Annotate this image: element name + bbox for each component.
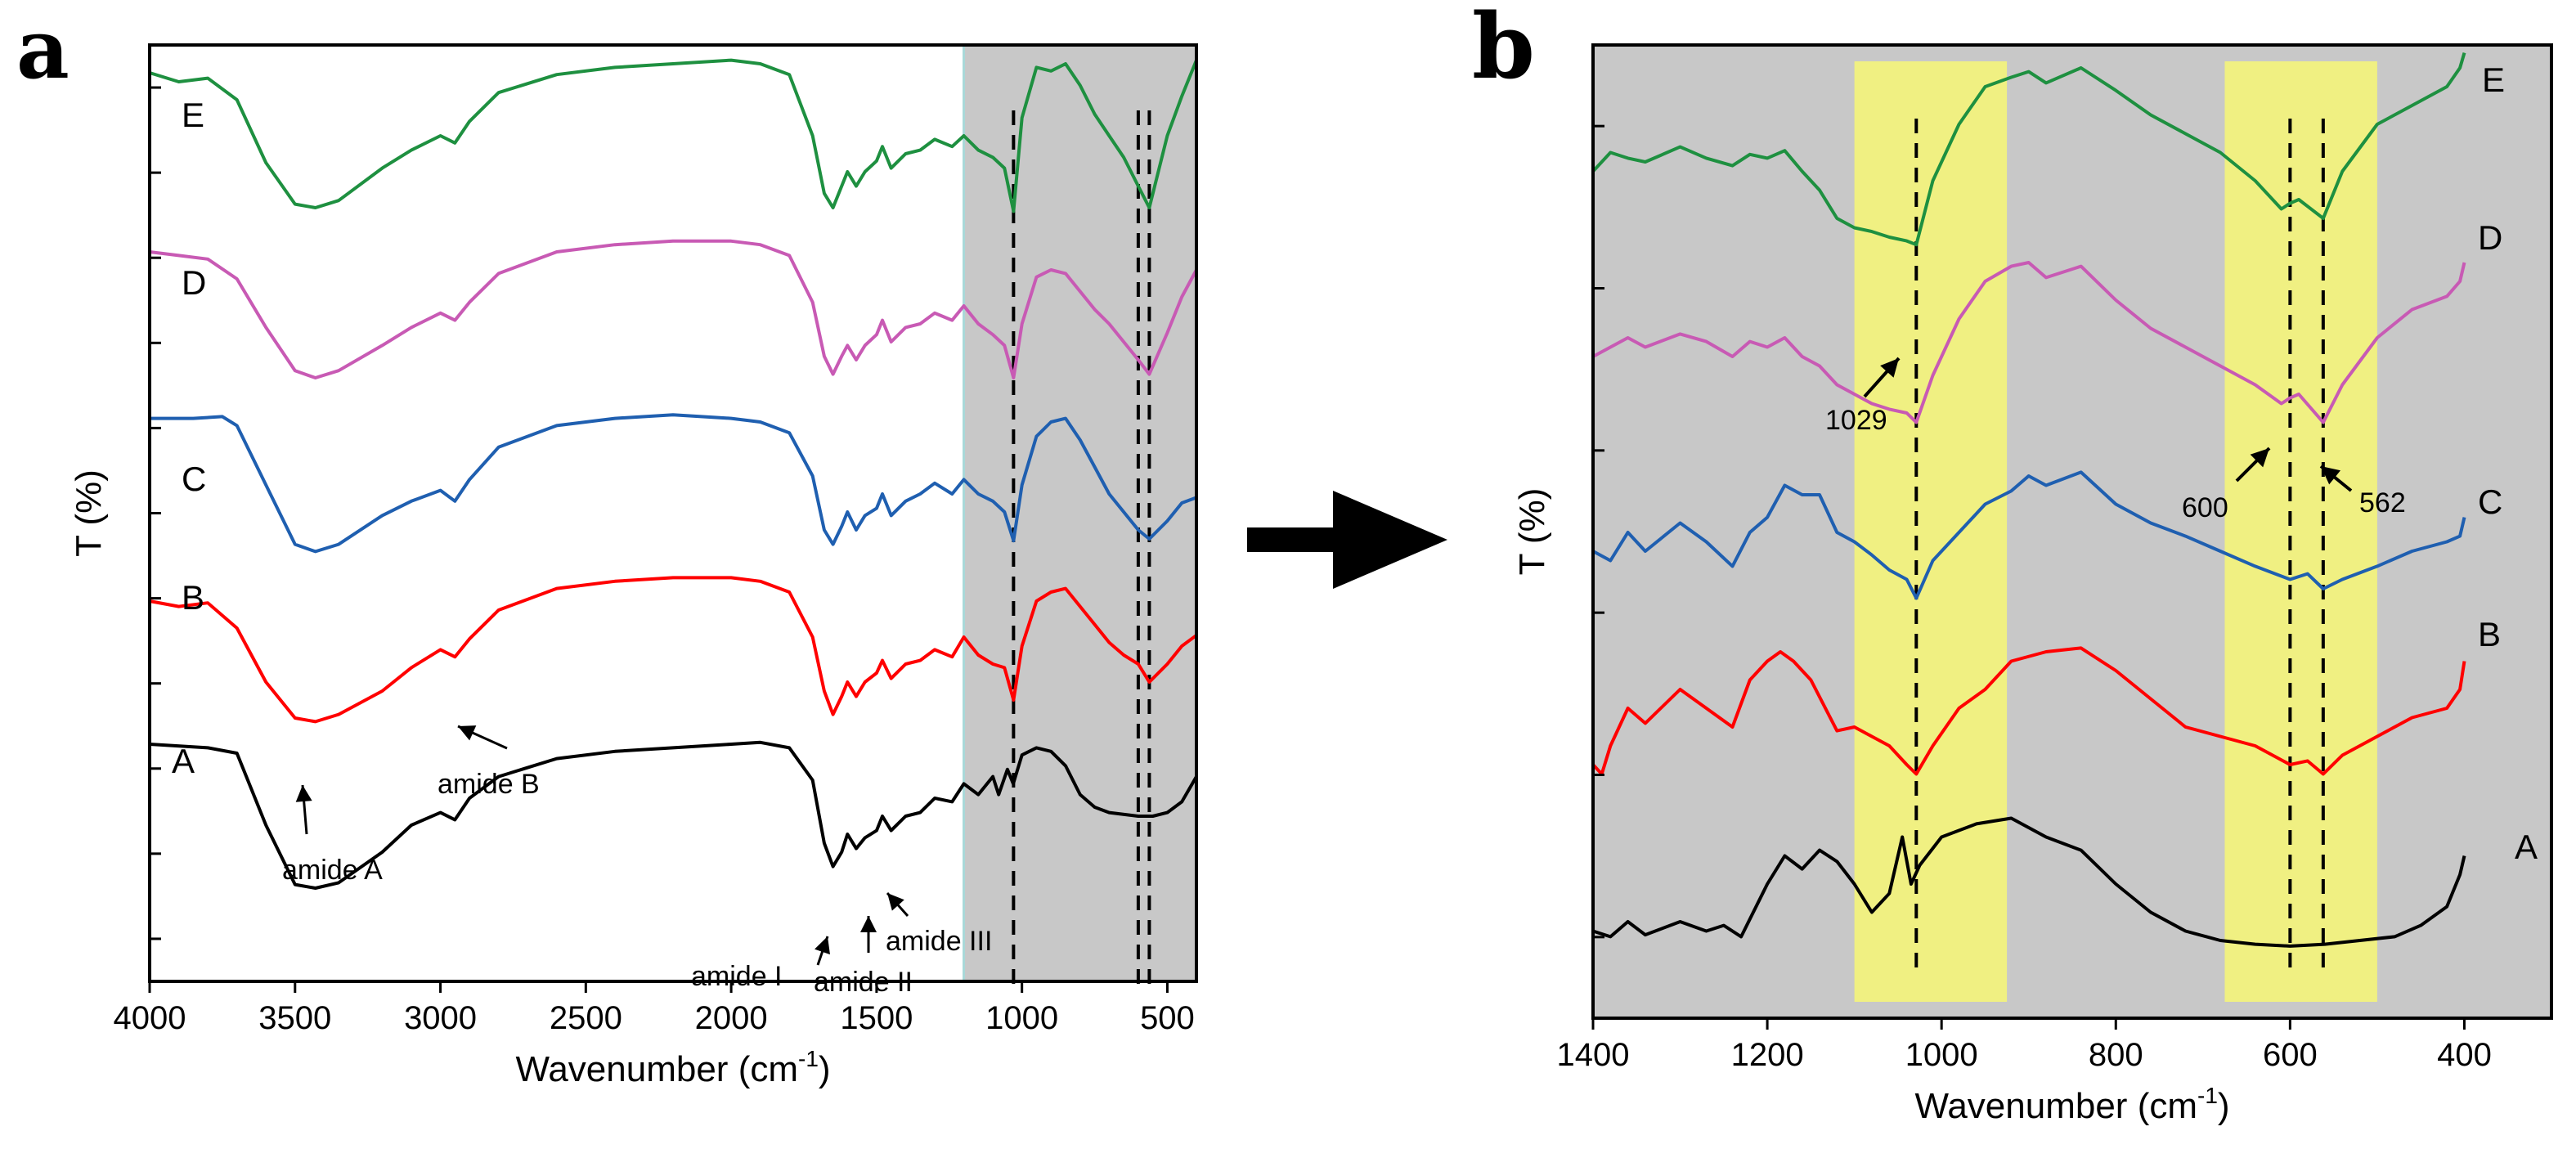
series-line-b — [149, 576, 1198, 724]
annotation-arrowhead — [887, 893, 904, 911]
series-label-e: E — [182, 96, 204, 134]
x-axis-title: Wavenumber (cm-1) — [1914, 1083, 2229, 1126]
annotation-arrowhead — [860, 916, 877, 932]
panel-a: A B C D E 4000 3500 3000 2500 2000 1500 1000 500 Wave… — [16, 1, 1198, 1089]
x-tick-label: 600 — [2263, 1037, 2318, 1073]
x-axis-title-close: ) — [2218, 1086, 2230, 1126]
series-label-c: C — [182, 460, 206, 498]
series-line-c — [1592, 470, 2466, 600]
plot-frame — [1591, 43, 2553, 1020]
x-tick-label: 3000 — [404, 1000, 477, 1036]
series-line-a — [149, 740, 1198, 890]
series-label-b: B — [2478, 615, 2501, 653]
panel-letter: a — [16, 1, 70, 97]
peak-label: 600 — [2182, 492, 2228, 523]
series-label-c: C — [2478, 483, 2502, 521]
y-axis-title: T (%) — [69, 469, 109, 557]
series-line-e — [149, 58, 1198, 213]
plot-background — [1593, 45, 2551, 1018]
series-line-a — [1592, 816, 2466, 948]
highlight-band — [2224, 61, 2377, 1002]
series-label-a: A — [172, 742, 195, 780]
series-label-d: D — [182, 263, 206, 302]
annotation-label: amide I — [691, 961, 783, 992]
panel-b: A B C D E 1400 1200 1000 800 600 400 Wavenumber (cm… — [1472, 0, 2553, 1126]
x-tick-label: 800 — [2089, 1037, 2143, 1073]
x-tick-label: 4000 — [114, 1000, 186, 1036]
x-tick-label: 3500 — [258, 1000, 331, 1036]
x-axis-title: Wavenumber (cm-1) — [515, 1046, 830, 1089]
series-label-a: A — [2515, 828, 2538, 866]
x-tick-label: 500 — [1140, 1000, 1195, 1036]
annotation-label: amide A — [282, 855, 383, 886]
x-axis-title-sup: -1 — [2197, 1083, 2218, 1108]
peak-label: 1029 — [1825, 405, 1887, 436]
y-axis-title: T (%) — [1512, 488, 1552, 576]
x-tick-label: 1000 — [1905, 1037, 1978, 1073]
series-label-e: E — [2482, 61, 2505, 99]
x-tick-label: 1500 — [840, 1000, 913, 1036]
right-arrow-icon — [1247, 491, 1447, 589]
series-line-c — [150, 413, 1197, 554]
series-label-b: B — [182, 578, 204, 617]
x-axis-title-close: ) — [819, 1049, 831, 1089]
annotation-label: amide III — [886, 926, 992, 957]
annotation-arrowhead — [295, 785, 312, 802]
annotation-arrowhead — [815, 936, 830, 955]
annotation-label: amide B — [438, 769, 540, 800]
series-line-b — [1591, 646, 2466, 776]
series-line-d — [149, 239, 1198, 379]
highlight-band — [1854, 61, 2008, 1002]
peak-arrowhead — [1880, 358, 1899, 378]
x-tick-label: 2500 — [550, 1000, 622, 1036]
series-line-e — [1591, 52, 2466, 247]
x-tick-label: 1400 — [1557, 1037, 1630, 1073]
series-line-d — [1592, 261, 2466, 424]
x-axis-title-sup: -1 — [798, 1046, 819, 1071]
annotation-arrowhead — [458, 725, 477, 741]
x-tick-label: 400 — [2437, 1037, 2492, 1073]
annotation-label: amide II — [814, 967, 913, 998]
x-tick-label: 1200 — [1731, 1037, 1804, 1073]
x-tick-label: 2000 — [695, 1000, 768, 1036]
peak-label: 562 — [2359, 487, 2406, 518]
panel-letter: b — [1472, 0, 1535, 99]
peak-arrowhead — [2250, 448, 2269, 468]
peak-arrowhead — [2321, 466, 2341, 485]
series-label-d: D — [2478, 218, 2502, 257]
highlight-region — [963, 45, 1196, 981]
x-tick-label: 1000 — [985, 1000, 1058, 1036]
